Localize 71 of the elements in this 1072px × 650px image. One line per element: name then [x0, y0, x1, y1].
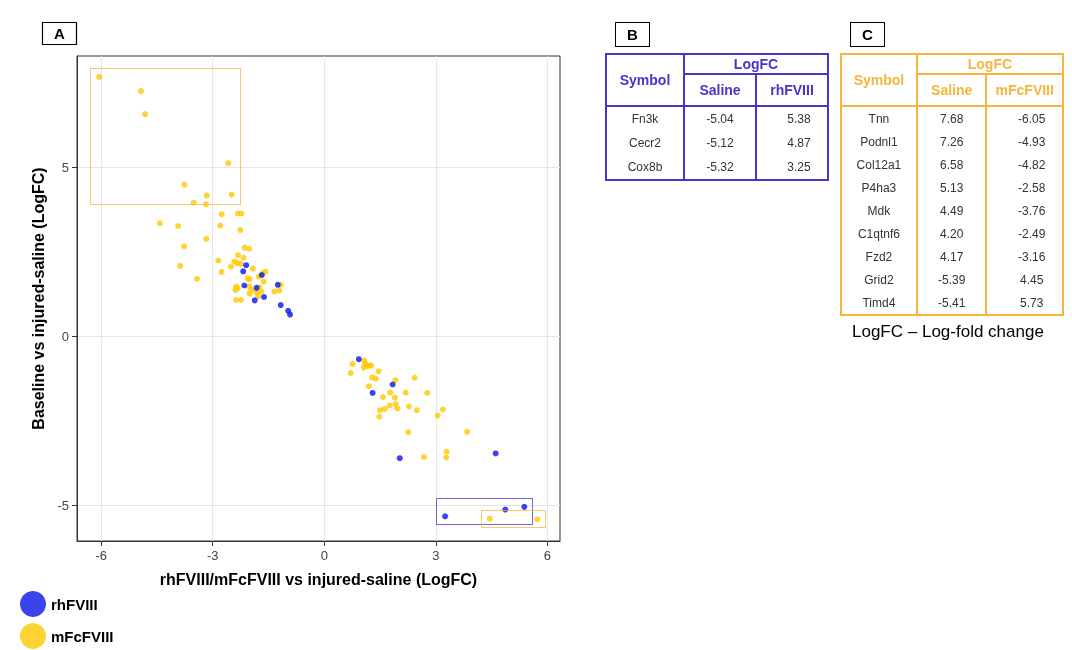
text: B [615, 22, 650, 47]
y-tick-label: 5 [61, 160, 69, 176]
category-label: Grid2 [841, 268, 917, 291]
y-tick-label: 0 [61, 329, 69, 345]
point [240, 268, 247, 275]
x-tick-label: -3 [206, 548, 219, 563]
category-label: Tnn [841, 106, 917, 130]
category-label: Cox8b [606, 155, 684, 180]
data-label: 3.25 [756, 155, 828, 180]
category-label: C1qtnf6 [841, 222, 917, 245]
point [396, 455, 403, 462]
text: Symbol [606, 54, 684, 106]
data-label: 7.68 [916, 106, 987, 130]
legend-label: Saline [916, 74, 987, 106]
y-axis-title: Baseline vs injured-saline (LogFC) [30, 167, 48, 430]
legend-label: Saline [684, 74, 756, 106]
point [369, 389, 376, 396]
x-tick-label: 3 [432, 548, 440, 563]
data-label: -5.39 [916, 268, 987, 291]
category-label: Timd4 [841, 291, 917, 315]
category-label: Cecr2 [606, 131, 684, 155]
data-label: 6.58 [916, 153, 987, 176]
data-label: -2.49 [986, 222, 1063, 245]
point [251, 297, 258, 304]
x-tick-label: 0 [320, 548, 328, 563]
data-label: -2.58 [986, 176, 1063, 199]
data-label: 7.26 [916, 130, 987, 153]
y-tick-label: -5 [57, 498, 69, 514]
data-label: 5.73 [986, 291, 1063, 315]
legend-label: rhFVIII [756, 74, 828, 106]
category-label: Podnl1 [841, 130, 917, 153]
category-label: Fn3k [606, 106, 684, 131]
legend-label: mFcFVIII [986, 74, 1063, 106]
point [287, 311, 294, 318]
data-label: 5.13 [916, 176, 987, 199]
data-label: -3.16 [986, 245, 1063, 268]
legend-label: rhFVIII [51, 595, 98, 613]
data-label: -5.12 [684, 131, 756, 155]
text: C [850, 22, 885, 47]
x-axis-title: rhFVIII/mFcFVIII vs injured-saline (LogFC) [159, 570, 478, 588]
data-label: -6.05 [986, 106, 1063, 130]
category-label: P4ha3 [841, 176, 917, 199]
text: LogFC [916, 54, 1063, 74]
data-label: 4.87 [756, 131, 828, 155]
point [442, 513, 449, 520]
data-label: -4.93 [986, 130, 1063, 153]
data-label: -5.32 [684, 155, 756, 180]
point [261, 293, 268, 300]
data-label: -5.41 [916, 291, 987, 315]
data-label: 4.45 [986, 268, 1063, 291]
data-label: -4.82 [986, 153, 1063, 176]
category-label: Mdk [841, 199, 917, 222]
x-tick-label: 6 [543, 548, 551, 563]
data-label: -5.04 [684, 106, 756, 131]
data-label: 4.49 [916, 199, 987, 222]
category-label: Col12a1 [841, 153, 917, 176]
legend-label: mFcFVIII [51, 627, 114, 645]
text: Symbol [841, 54, 917, 106]
data-label: -3.76 [986, 199, 1063, 222]
point [521, 503, 528, 510]
text: LogFC [684, 54, 828, 74]
data-label: 5.38 [756, 106, 828, 131]
x-tick-label: -6 [95, 548, 107, 563]
chart-title: A [54, 25, 65, 42]
point [243, 262, 250, 269]
data-label: 4.20 [916, 222, 987, 245]
category-label: Fzd2 [841, 245, 917, 268]
data-label: 4.17 [916, 245, 987, 268]
text: LogFC – Log-fold change [852, 322, 1045, 342]
point [277, 302, 284, 309]
point [355, 356, 362, 363]
